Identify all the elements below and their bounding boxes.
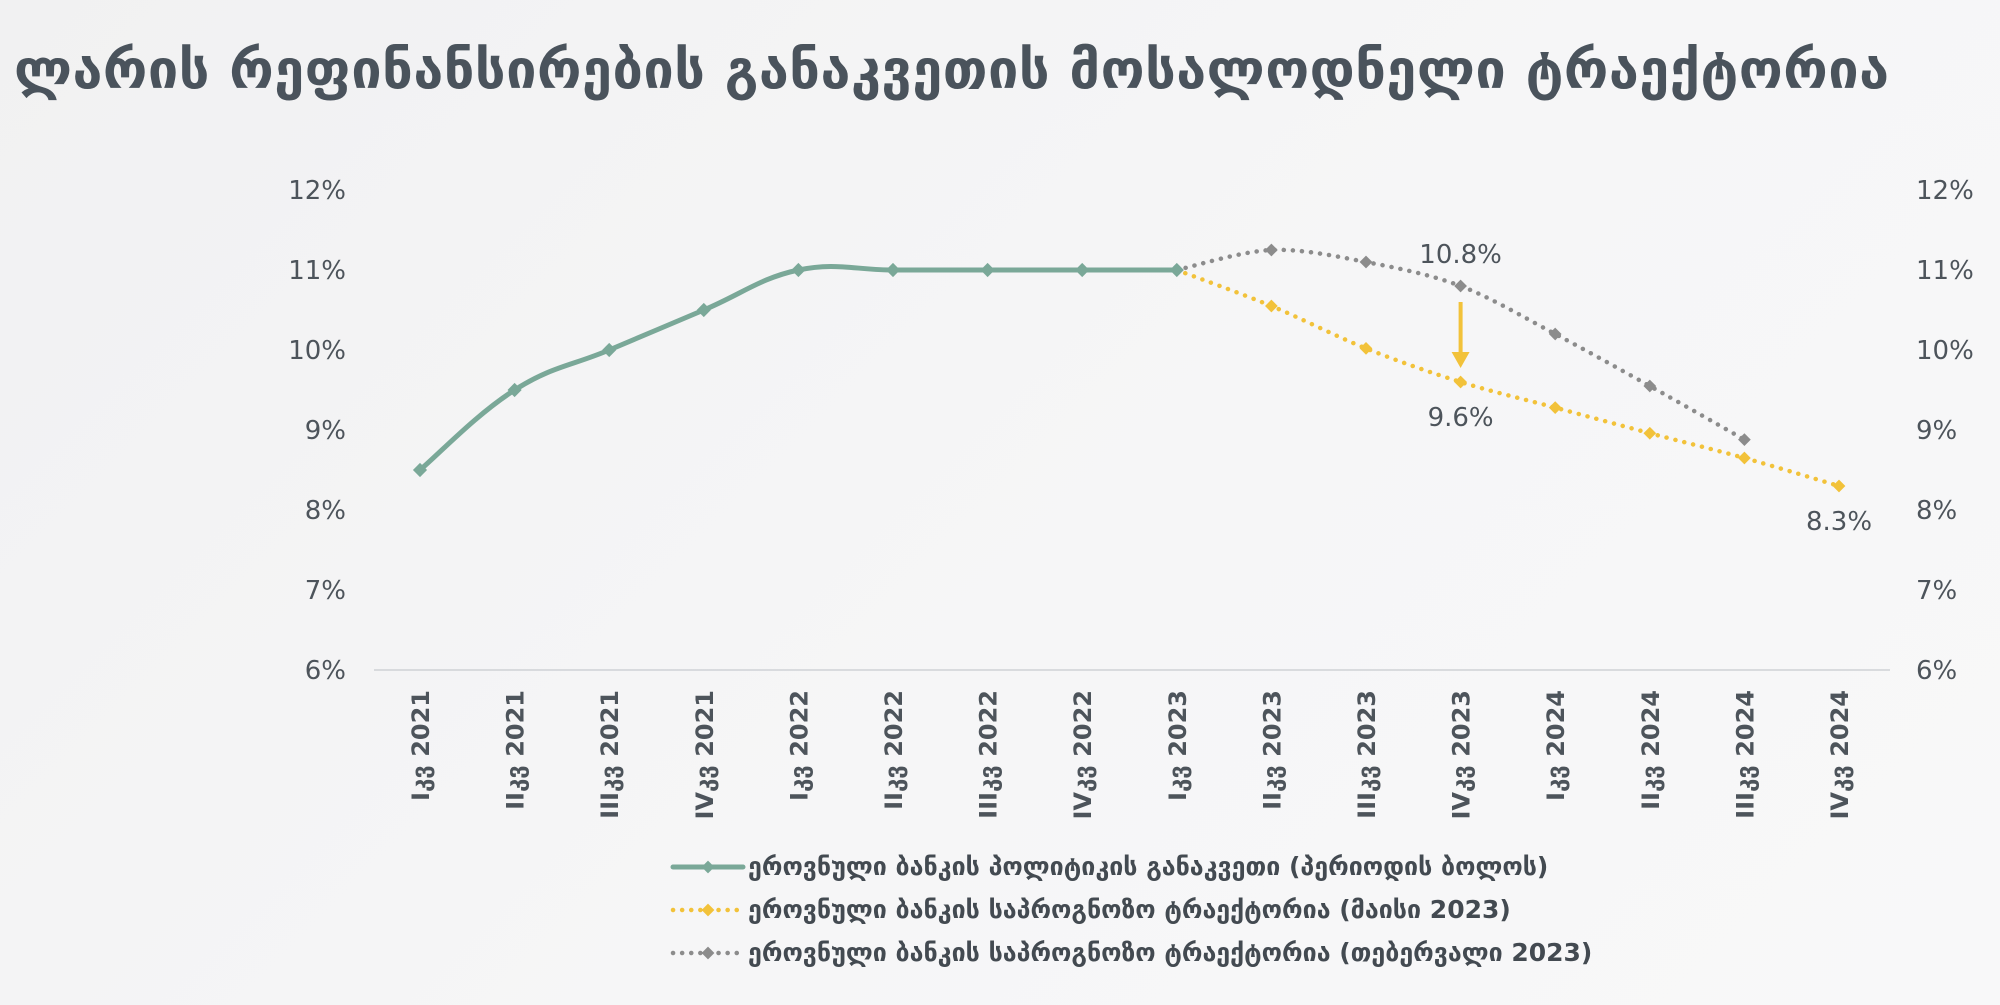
x-tick-label: IIკვ 2021 [502,690,530,810]
x-tick-label: IIIკვ 2022 [975,690,1003,819]
x-tick-label: IIკვ 2023 [1258,690,1286,810]
legend-item-policy-rate: ეროვნული ბანკის პოლიტიკის განაკვეთი (პერ… [670,845,1592,888]
x-tick-label: IIIკვ 2023 [1353,690,1381,819]
series-policy-rate [412,262,1184,478]
data-point-forecast-feb [1359,255,1373,269]
x-tick-label: Iკვ 2024 [1542,690,1570,801]
data-point-policy-rate [1075,262,1090,278]
y-tick-label-right: 9% [1916,416,1957,446]
chart-legend: ეროვნული ბანკის პოლიტიკის განაკვეთი (პერ… [670,845,1592,974]
series-line-policy-rate [417,263,1180,473]
data-point-forecast-feb [1454,279,1467,293]
y-tick-label-left: 10% [288,336,346,366]
data-point-policy-rate [1169,262,1184,278]
data-point-forecast-may [1738,451,1751,465]
y-tick-label-right: 11% [1916,256,1974,286]
x-tick-label: IIIკვ 2021 [596,690,624,819]
data-point-forecast-feb [1265,243,1278,257]
legend-item-forecast-may: ეროვნული ბანკის საპროგნოზო ტრაექტორია (მ… [670,888,1592,931]
x-tick-label: IIIკვ 2024 [1731,690,1759,819]
x-tick-label: IVკვ 2021 [691,690,719,820]
legend-swatch-forecast-feb [670,946,746,959]
data-point-policy-rate [885,262,901,278]
legend-label-forecast-feb: ეროვნული ბანკის საპროგნოზო ტრაექტორია (თ… [748,938,1593,967]
y-tick-label-left: 11% [288,256,346,286]
y-tick-label-left: 6% [305,656,346,686]
series-forecast-may [1170,263,1846,493]
data-label: 9.6% [1428,403,1494,433]
y-tick-label-left: 7% [305,576,346,606]
y-tick-label-left: 9% [305,416,346,446]
data-label: 8.3% [1806,507,1872,537]
legend-swatch-policy-rate [670,860,746,873]
change-arrow-head [1451,352,1470,368]
data-point-forecast-may [1643,426,1657,440]
legend-label-policy-rate: ეროვნული ბანკის პოლიტიკის განაკვეთი (პერ… [748,852,1549,881]
data-point-policy-rate [602,342,617,358]
legend-swatch-forecast-may [670,903,746,916]
x-tick-label: IIკვ 2022 [880,690,908,810]
x-tick-label: IVკვ 2024 [1826,690,1854,820]
data-point-forecast-may [1548,401,1562,414]
data-point-policy-rate [696,302,711,318]
data-point-forecast-may [1359,342,1373,355]
x-tick-label: IVკვ 2023 [1448,690,1476,820]
y-tick-label-right: 8% [1916,496,1957,526]
data-point-policy-rate [791,262,806,278]
page-title: ლარის რეფინანსირების განაკვეთის მოსალოდნ… [14,38,1890,101]
x-tick-label: IIკვ 2024 [1637,690,1665,810]
y-tick-label-right: 12% [1916,176,1974,206]
series-line-forecast-may [1174,267,1842,489]
data-point-policy-rate [412,462,428,478]
legend-label-forecast-may: ეროვნული ბანკის საპროგნოზო ტრაექტორია (მ… [748,895,1511,924]
y-tick-label-left: 8% [305,496,346,526]
data-point-policy-rate [980,262,995,278]
y-tick-label-right: 7% [1916,576,1957,606]
data-point-forecast-may [1454,375,1467,389]
y-tick-label-right: 6% [1916,656,1957,686]
x-tick-label: IVკვ 2022 [1069,690,1097,820]
x-tick-label: Iკვ 2021 [407,690,435,801]
data-point-forecast-feb [1738,433,1751,446]
line-chart: 6% 6% 7% 7% 8% 8% 9% 9% 10% 10% 11% 11% 12% 12% Iკვ 20… [288,176,1974,820]
x-tick-label: Iკვ 2022 [785,690,813,801]
data-point-forecast-may [1265,299,1278,313]
data-point-forecast-may [1832,479,1846,493]
y-tick-label-right: 10% [1916,336,1974,366]
legend-item-forecast-feb: ეროვნული ბანკის საპროგნოზო ტრაექტორია (თ… [670,931,1592,974]
x-tick-label: Iკვ 2023 [1164,690,1192,801]
data-label: 10.8% [1419,240,1502,270]
y-tick-label-left: 12% [288,176,346,206]
